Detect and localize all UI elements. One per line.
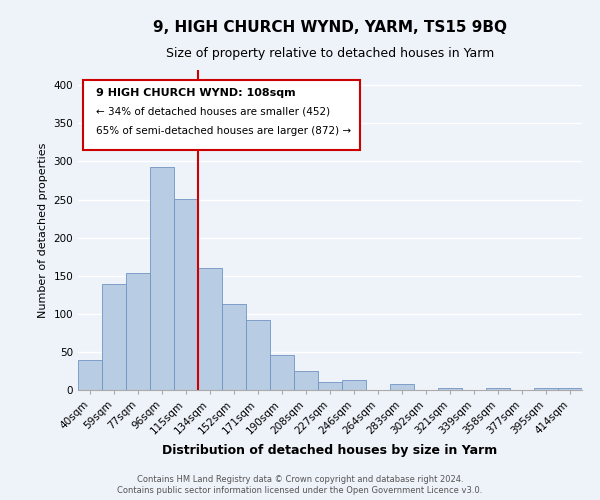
Bar (150, 167, 174, 390)
X-axis label: Distribution of detached houses by size in Yarm: Distribution of detached houses by size … (163, 444, 497, 457)
Text: 9, HIGH CHURCH WYND, YARM, TS15 9BQ: 9, HIGH CHURCH WYND, YARM, TS15 9BQ (153, 20, 507, 35)
Bar (558, 388, 582, 390)
Bar (390, 384, 414, 390)
Bar (294, 371, 318, 390)
Bar (198, 268, 222, 390)
Y-axis label: Number of detached properties: Number of detached properties (38, 142, 48, 318)
Bar (174, 199, 198, 390)
Text: Contains public sector information licensed under the Open Government Licence v3: Contains public sector information licen… (118, 486, 482, 495)
FancyBboxPatch shape (83, 80, 360, 150)
Text: 65% of semi-detached houses are larger (872) →: 65% of semi-detached houses are larger (… (95, 126, 351, 136)
Text: 9 HIGH CHURCH WYND: 108sqm: 9 HIGH CHURCH WYND: 108sqm (95, 88, 295, 98)
Text: Contains HM Land Registry data © Crown copyright and database right 2024.: Contains HM Land Registry data © Crown c… (137, 475, 463, 484)
Bar (534, 388, 558, 390)
Bar (78, 360, 102, 390)
Text: Size of property relative to detached houses in Yarm: Size of property relative to detached ho… (166, 48, 494, 60)
Bar (246, 320, 270, 390)
Bar (222, 304, 246, 390)
Bar (486, 388, 510, 390)
Bar (270, 355, 294, 390)
Bar (438, 388, 462, 390)
Text: ← 34% of detached houses are smaller (452): ← 34% of detached houses are smaller (45… (95, 107, 330, 117)
Bar (342, 380, 366, 390)
Bar (318, 382, 342, 390)
Bar (102, 284, 126, 390)
Bar (126, 274, 150, 390)
